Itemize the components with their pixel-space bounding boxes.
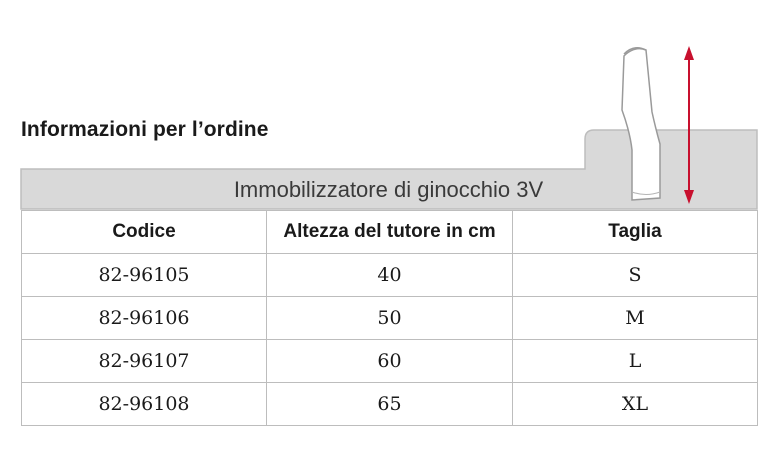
cell-size: L — [512, 339, 758, 383]
page-title: Informazioni per l’ordine — [21, 118, 269, 141]
product-header-band — [20, 129, 758, 210]
column-header-size: Taglia — [512, 210, 758, 254]
column-header-code: Codice — [21, 210, 267, 254]
column-header-height: Altezza del tutore in cm — [266, 210, 513, 254]
table-row: 82-96105 40 S — [21, 253, 758, 297]
cell-size: M — [512, 296, 758, 340]
cell-code: 82-96108 — [21, 382, 267, 426]
table-row: 82-96106 50 M — [21, 296, 758, 340]
table-row: 82-96108 65 XL — [21, 382, 758, 426]
table-header-row: Codice Altezza del tutore in cm Taglia — [21, 210, 758, 254]
cell-code: 82-96107 — [21, 339, 267, 383]
cell-size: XL — [512, 382, 758, 426]
height-measure-arrow-icon — [684, 46, 694, 204]
cell-height: 40 — [266, 253, 513, 297]
cell-height: 50 — [266, 296, 513, 340]
cell-height: 65 — [266, 382, 513, 426]
knee-brace-icon — [621, 46, 694, 204]
table-row: 82-96107 60 L — [21, 339, 758, 383]
cell-code: 82-96105 — [21, 253, 267, 297]
cell-code: 82-96106 — [21, 296, 267, 340]
product-name: Immobilizzatore di ginocchio 3V — [233, 177, 544, 202]
cell-size: S — [512, 253, 758, 297]
cell-height: 60 — [266, 339, 513, 383]
order-table: Codice Altezza del tutore in cm Taglia 8… — [21, 210, 758, 426]
